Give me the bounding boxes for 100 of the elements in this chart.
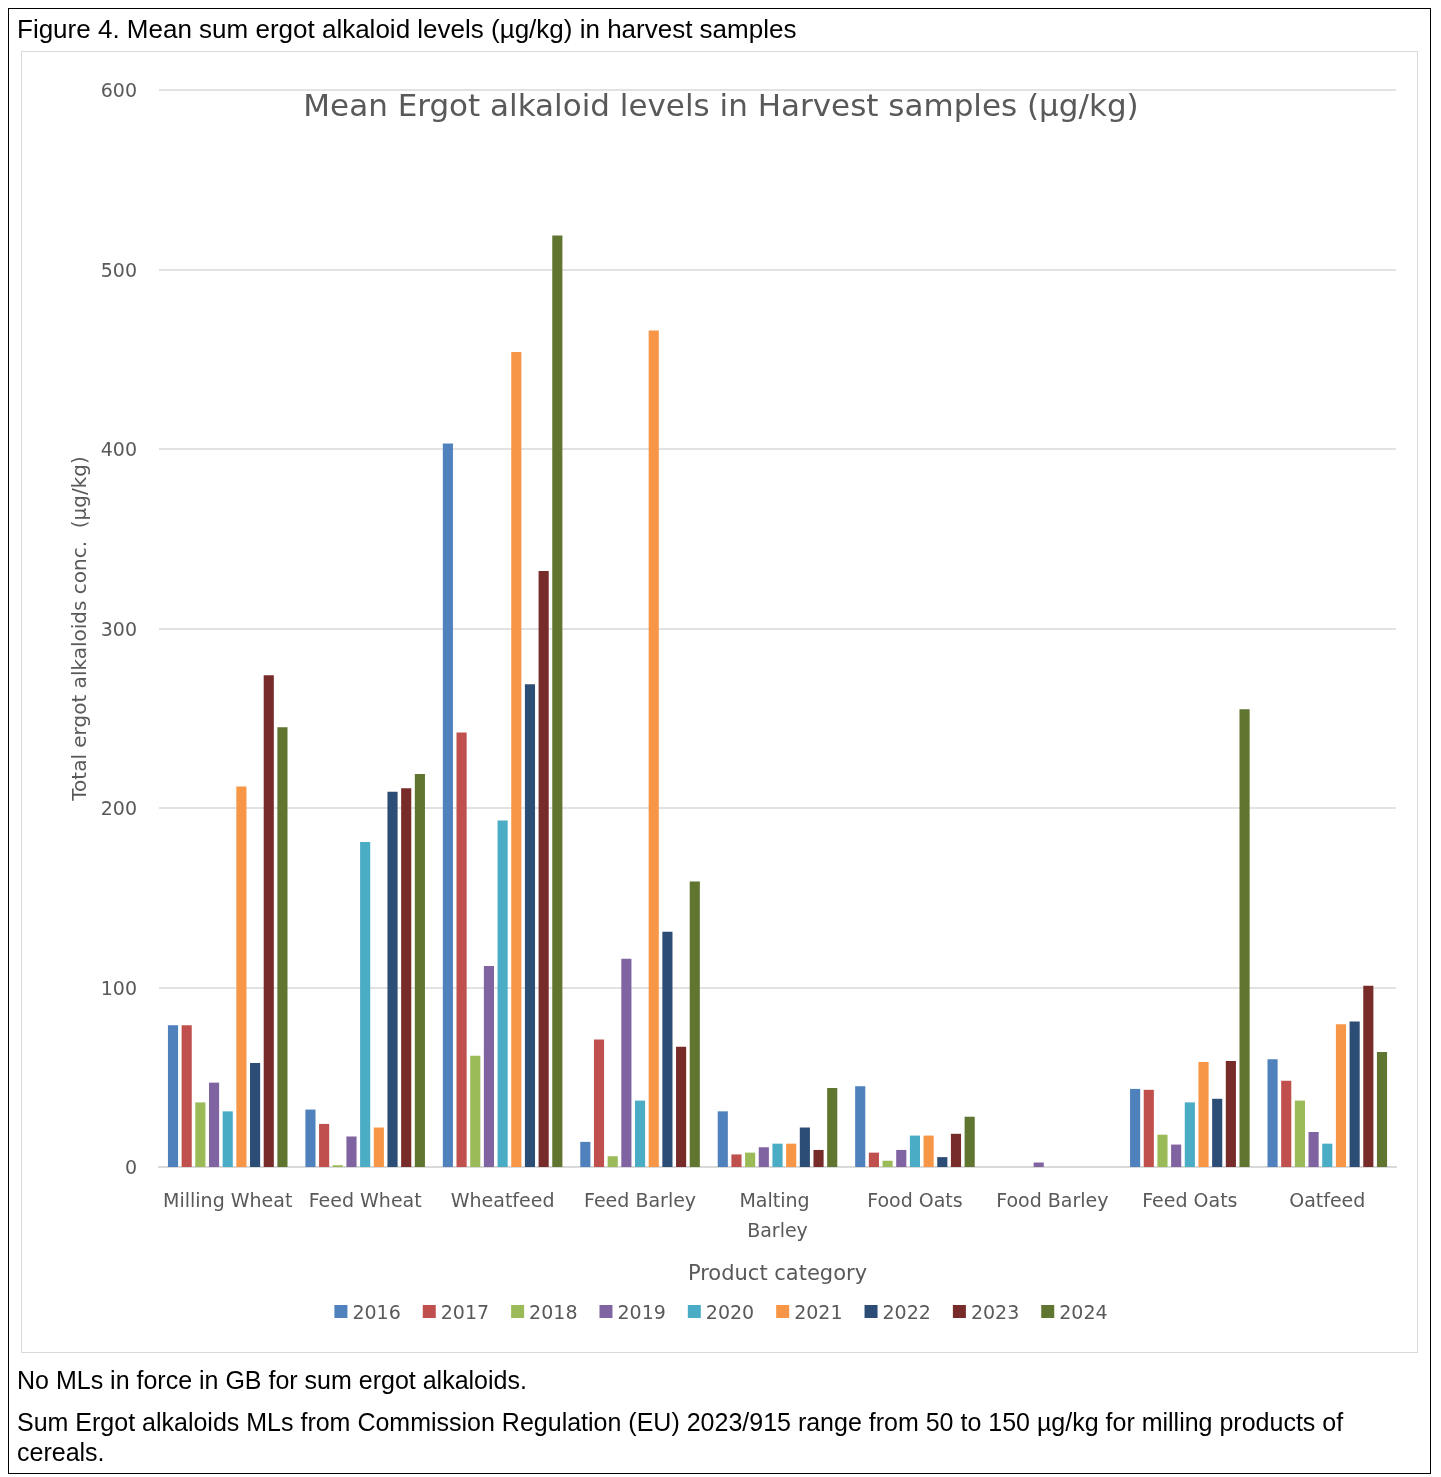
bar	[195, 1102, 206, 1167]
x-tick-label: Feed Barley	[584, 1189, 697, 1211]
legend-label: 2020	[705, 1300, 755, 1323]
x-axis-title: Product category	[687, 1260, 868, 1285]
bar	[305, 1109, 316, 1167]
x-tick-label: Food Oats	[867, 1189, 963, 1211]
bar	[1363, 985, 1374, 1167]
legend-label: 2024	[1059, 1300, 1108, 1323]
bar	[1171, 1144, 1182, 1167]
x-tick-label: Wheatfeed	[450, 1189, 555, 1211]
bar	[167, 1025, 179, 1167]
bar	[511, 352, 522, 1167]
bar	[387, 791, 398, 1167]
bar	[263, 675, 274, 1167]
legend-label: 2016	[352, 1300, 401, 1323]
bar	[745, 1152, 756, 1167]
bar	[456, 732, 467, 1167]
bar	[786, 1143, 797, 1167]
x-tick-label: Oatfeed	[1289, 1189, 1366, 1211]
x-tick-label: Food Barley	[996, 1189, 1109, 1211]
legend-label: 2022	[882, 1300, 931, 1323]
bar	[538, 571, 549, 1167]
bar	[1225, 1061, 1236, 1167]
bar	[1239, 709, 1250, 1167]
bar	[676, 1046, 687, 1167]
bar	[950, 1133, 962, 1167]
bar	[896, 1149, 907, 1167]
bar	[552, 235, 563, 1167]
bar	[1322, 1143, 1333, 1167]
legend-label: 2023	[970, 1300, 1020, 1323]
bar	[373, 1127, 384, 1167]
y-tick-label: 500	[100, 258, 137, 281]
bar	[827, 1088, 838, 1167]
bar	[1294, 1100, 1305, 1167]
bar	[208, 1082, 220, 1167]
bar	[483, 965, 494, 1167]
bar	[470, 1055, 481, 1167]
bar	[813, 1149, 824, 1167]
bar	[717, 1111, 728, 1167]
bar	[937, 1157, 948, 1167]
bar	[648, 330, 659, 1167]
y-tick-label: 300	[100, 617, 137, 640]
bar	[1349, 1021, 1360, 1167]
bar	[1143, 1089, 1154, 1167]
bar	[662, 931, 673, 1167]
y-tick-label: 400	[100, 438, 137, 460]
bar	[346, 1136, 357, 1167]
bar	[360, 842, 371, 1167]
bar	[1184, 1102, 1195, 1167]
chart-title: Figure 4. Mean sum ergot alkaloid levels (µg/kg) in harvest samples	[17, 13, 798, 45]
bar	[1308, 1132, 1319, 1167]
bar	[524, 684, 536, 1167]
bar	[964, 1116, 975, 1167]
bar	[923, 1135, 934, 1167]
text: No MLs in force in GB for sum ergot alkaloids.	[17, 1365, 528, 1395]
bar	[882, 1160, 893, 1167]
bar	[250, 1062, 261, 1167]
y-tick-label: 200	[100, 797, 137, 819]
bar	[731, 1154, 742, 1167]
x-tick-label: Feed Oats	[1142, 1189, 1238, 1211]
bar	[1281, 1080, 1292, 1167]
bar	[181, 1025, 192, 1167]
legend-label: 2021	[794, 1300, 843, 1323]
bar	[607, 1156, 618, 1167]
chart-subtitle: Mean Ergot alkaloid levels in Harvest samples (µg/kg)	[303, 86, 1139, 123]
bar	[758, 1147, 769, 1167]
text: Sum Ergot alkaloids MLs from Commission Regulation (EU) 2023/915 range from 50 to 150 µg/kg for milling products of cereals.	[17, 1407, 1345, 1467]
y-axis-title: Total ergot alkaloids conc. (µg/kg)	[67, 456, 91, 802]
bar	[1157, 1134, 1168, 1167]
bar	[1335, 1024, 1347, 1167]
bar	[401, 788, 412, 1167]
bar	[580, 1141, 591, 1167]
bar	[772, 1143, 783, 1167]
bar	[689, 881, 700, 1167]
x-tick-label: Feed Wheat	[308, 1189, 422, 1211]
y-tick-label: 600	[100, 79, 137, 101]
bar	[909, 1135, 921, 1167]
bar	[1212, 1098, 1223, 1167]
x-tick-label: Malting Barley	[739, 1189, 816, 1241]
bar	[414, 773, 425, 1167]
bar	[1198, 1061, 1209, 1167]
bar	[222, 1111, 233, 1167]
bar	[868, 1152, 879, 1167]
bar	[634, 1100, 646, 1167]
bar	[442, 443, 453, 1167]
legend-label: 2018	[529, 1300, 578, 1323]
y-tick-label: 100	[100, 976, 137, 999]
x-tick-label: Milling Wheat	[163, 1189, 293, 1211]
bar	[799, 1127, 810, 1167]
bar	[593, 1039, 605, 1167]
bar	[855, 1086, 866, 1167]
bar	[277, 727, 288, 1167]
bar	[1376, 1052, 1388, 1167]
bar	[319, 1123, 330, 1167]
legend-label: 2019	[617, 1300, 666, 1323]
bar	[236, 786, 247, 1167]
bar	[497, 820, 508, 1167]
bar	[1130, 1088, 1141, 1167]
legend-label: 2017	[440, 1300, 490, 1323]
y-tick-label: 0	[124, 1156, 137, 1178]
